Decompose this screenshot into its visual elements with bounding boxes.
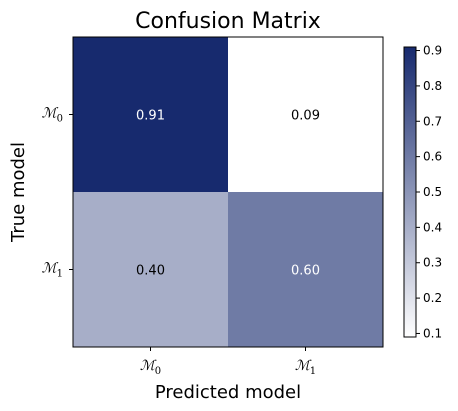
x-axis-label: Predicted model [155, 382, 301, 403]
heatmap-cell [73, 192, 228, 347]
colorbar-tick-label: 0.2 [423, 291, 442, 305]
heatmap-cell [73, 37, 228, 192]
colorbar-tick-label: 0.4 [423, 220, 442, 234]
chart-title: Confusion Matrix [135, 9, 321, 34]
y-ticks: ℳ0 ℳ1 [42, 106, 73, 280]
cell-value-label: 0.60 [291, 264, 320, 279]
y-axis-label: True model [8, 142, 29, 243]
heatmap-cell-labels: 0.91 0.09 0.40 0.60 [136, 109, 320, 279]
colorbar-tick-label: 0.9 [423, 44, 442, 58]
heatmap-cells [73, 37, 383, 347]
colorbar-ticks: 0.1 0.2 0.3 0.4 0.5 0.6 0.7 0.8 0.9 [416, 44, 442, 340]
heatmap-cell [228, 37, 383, 192]
colorbar-tick-label: 0.6 [423, 150, 442, 164]
colorbar-tick-label: 0.3 [423, 256, 442, 270]
x-tick-label: ℳ0 [140, 358, 161, 377]
y-tick-label: ℳ0 [42, 106, 63, 125]
heatmap-cell [228, 192, 383, 347]
y-tick-label: ℳ1 [42, 261, 63, 280]
cell-value-label: 0.40 [136, 264, 165, 279]
cell-value-label: 0.09 [291, 109, 320, 124]
x-tick-label: ℳ1 [295, 358, 316, 377]
colorbar-tick-label: 0.7 [423, 114, 442, 128]
x-ticks: ℳ0 ℳ1 [140, 347, 316, 377]
colorbar-tick-label: 0.1 [423, 326, 442, 340]
cell-value-label: 0.91 [136, 109, 165, 124]
colorbar [403, 46, 417, 338]
plot-frame [72, 36, 384, 348]
colorbar-tick-label: 0.8 [423, 79, 442, 93]
colorbar-tick-label: 0.5 [423, 185, 442, 199]
